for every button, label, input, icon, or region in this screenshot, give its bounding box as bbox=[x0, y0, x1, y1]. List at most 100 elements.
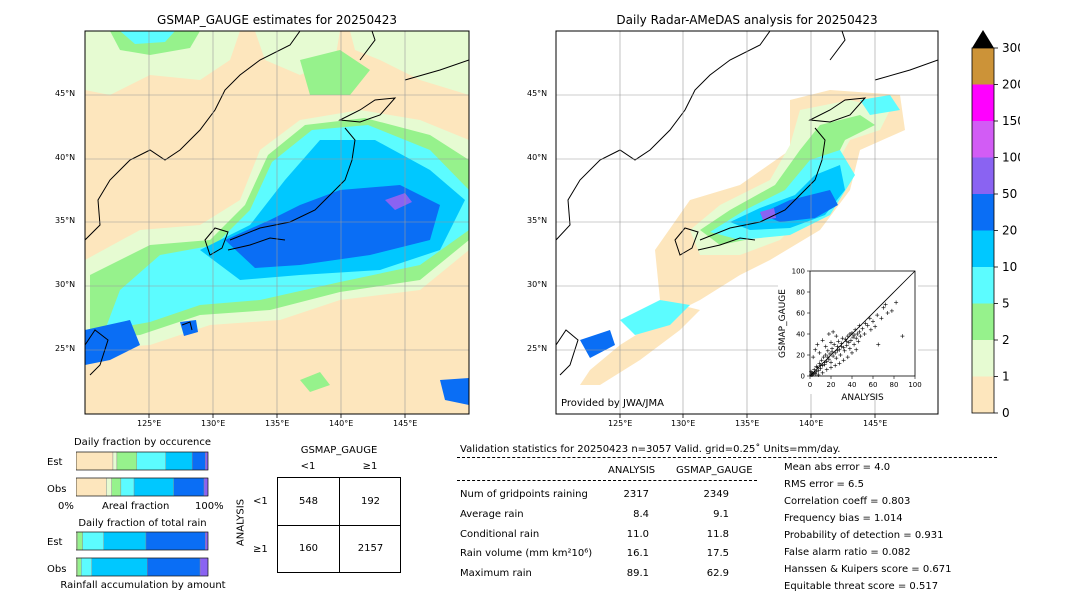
stats-gsmap-value: 62.9 bbox=[706, 568, 729, 579]
scatter-point bbox=[818, 363, 823, 368]
scatter-point bbox=[835, 348, 840, 353]
contingency-cell: 2157 bbox=[357, 543, 384, 554]
scatter-point bbox=[845, 355, 850, 360]
scatter-point bbox=[811, 355, 816, 360]
occurrence-row-label: Obs bbox=[47, 484, 67, 495]
scatter-point bbox=[854, 336, 859, 341]
left-lat-tick: 35°N bbox=[55, 216, 76, 225]
stats-row-label: Rain volume (mm km²10⁶) bbox=[460, 548, 593, 559]
contingency-col-header: <1 bbox=[300, 461, 316, 472]
contingency-grid: 548 192 160 2157 bbox=[277, 477, 401, 573]
contingency-row-header: <1 bbox=[253, 496, 268, 507]
scatter-point bbox=[823, 344, 828, 349]
scatter-point bbox=[858, 334, 863, 339]
stats-gsmap-value: 9.1 bbox=[713, 509, 729, 520]
left-lat-tick: 25°N bbox=[55, 344, 76, 353]
scatter-point bbox=[809, 369, 814, 374]
right-lon-tick: 140°E bbox=[799, 419, 824, 428]
scatter-point bbox=[826, 357, 831, 362]
scatter-point bbox=[844, 339, 849, 344]
stats-gsmap-value: 17.5 bbox=[706, 548, 729, 559]
scatter-point bbox=[832, 342, 837, 347]
left-map-title: GSMAP_GAUGE estimates for 20250423 bbox=[157, 13, 397, 27]
fraction-segment bbox=[103, 531, 147, 551]
total-rain-bars bbox=[76, 531, 209, 577]
colorbar-label: 300 bbox=[1002, 41, 1020, 55]
left-lon-tick: 145°E bbox=[393, 419, 418, 428]
left-lon-tick: 125°E bbox=[137, 419, 162, 428]
stats-analysis-value: 2317 bbox=[623, 489, 649, 500]
scatter-point bbox=[829, 365, 833, 370]
left-lon-tick: 130°E bbox=[201, 419, 226, 428]
scatter-point bbox=[824, 359, 829, 364]
stats-gsmap-value: 11.8 bbox=[706, 529, 729, 540]
fraction-segment bbox=[120, 477, 135, 497]
scatter-ytick-label: 40 bbox=[796, 331, 805, 339]
score-line: Correlation coeff = 0.803 bbox=[784, 496, 911, 507]
fraction-segment bbox=[173, 477, 205, 497]
scatter-ytick-label: 60 bbox=[796, 310, 805, 318]
fraction-segment bbox=[199, 557, 209, 577]
contingency-cell: 192 bbox=[360, 496, 381, 507]
colorbar-segment bbox=[972, 340, 994, 377]
fraction-segment bbox=[136, 451, 166, 471]
scatter-point bbox=[820, 370, 825, 375]
fraction-segment bbox=[111, 477, 122, 497]
stats-row-label: Conditional rain bbox=[460, 529, 540, 540]
fraction-segment bbox=[106, 477, 112, 497]
scatter-point bbox=[840, 336, 845, 341]
scatter-point bbox=[857, 323, 862, 328]
scatter-point bbox=[814, 369, 819, 374]
scatter-ytick-label: 100 bbox=[792, 268, 805, 276]
colorbar-segment bbox=[972, 267, 994, 304]
scatter-point bbox=[847, 332, 852, 336]
left-lat-tick: 45°N bbox=[55, 89, 76, 98]
scatter-point bbox=[825, 348, 830, 353]
contingency-row-title: ANALYSIS bbox=[235, 498, 247, 547]
colorbar-segment bbox=[972, 48, 994, 85]
scatter-point bbox=[823, 353, 828, 357]
left-lat-tick: 30°N bbox=[55, 280, 76, 289]
scatter-point bbox=[879, 316, 884, 321]
occurrence-xlabel: Areal fraction bbox=[102, 501, 170, 512]
colorbar-label: 150 bbox=[1002, 114, 1020, 128]
colorbar-segment bbox=[972, 376, 994, 413]
scatter-ylabel: GSMAP_GAUGE bbox=[778, 289, 788, 358]
fraction-segment bbox=[191, 451, 206, 471]
scatter-point bbox=[833, 363, 838, 368]
stats-row-label: Average rain bbox=[460, 509, 524, 520]
colorbar-label: 1 bbox=[1002, 370, 1010, 384]
right-lon-tick: 130°E bbox=[671, 419, 696, 428]
scatter-point bbox=[826, 332, 831, 336]
scatter-point bbox=[881, 305, 886, 310]
scatter-point bbox=[827, 351, 832, 356]
scatter-point bbox=[831, 354, 836, 359]
colorbar-label: 10 bbox=[1002, 260, 1017, 274]
scatter-point bbox=[883, 302, 888, 307]
left-lon-tick: 140°E bbox=[329, 419, 354, 428]
provider-credit: Provided by JWA/JMA bbox=[561, 398, 664, 409]
stats-row-label: Maximum rain bbox=[460, 568, 532, 579]
scatter-point bbox=[863, 321, 868, 326]
scatter-point bbox=[812, 370, 817, 375]
scatter-point bbox=[867, 316, 872, 321]
scatter-diagonal bbox=[809, 270, 916, 377]
scatter-point bbox=[816, 368, 821, 373]
scatter-point bbox=[835, 344, 840, 349]
scatter-point bbox=[871, 319, 875, 324]
score-line: Equitable threat score = 0.517 bbox=[784, 581, 939, 592]
scatter-point bbox=[816, 372, 821, 377]
scatter-point bbox=[838, 353, 843, 357]
scatter-point bbox=[875, 313, 880, 318]
colorbar-label: 0 bbox=[1002, 406, 1010, 420]
fraction-bar-frame bbox=[76, 451, 209, 471]
scatter-point bbox=[813, 347, 818, 352]
scatter-point bbox=[851, 335, 856, 340]
fraction-segment bbox=[165, 451, 193, 471]
score-line: Probability of detection = 0.931 bbox=[784, 530, 944, 541]
stats-header: Validation statistics for 20250423 n=305… bbox=[460, 444, 841, 455]
colorbar: 0 1 2 5 10 20 50 100 150 200 300 bbox=[971, 30, 1020, 420]
scatter-xtick-label: 60 bbox=[869, 381, 878, 389]
right-map-title: Daily Radar-AMeDAS analysis for 20250423 bbox=[616, 13, 878, 27]
scatter-point bbox=[817, 350, 822, 355]
